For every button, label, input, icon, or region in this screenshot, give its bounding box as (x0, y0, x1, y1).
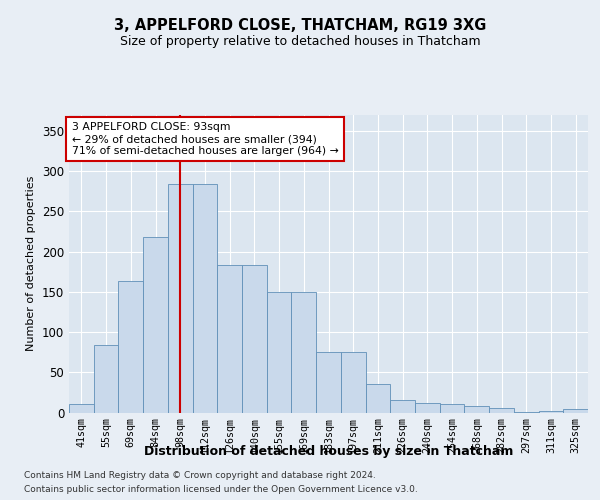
Bar (415, 403, 440, 412)
Bar (563, 410, 588, 412)
Bar (489, 408, 514, 412)
Bar (143, 237, 168, 412)
Bar (292, 292, 316, 412)
Bar (69, 404, 94, 412)
Text: Contains HM Land Registry data © Crown copyright and database right 2024.: Contains HM Land Registry data © Crown c… (24, 472, 376, 480)
Bar (539, 411, 563, 412)
Text: 3, APPELFORD CLOSE, THATCHAM, RG19 3XG: 3, APPELFORD CLOSE, THATCHAM, RG19 3XG (114, 18, 486, 34)
Bar (168, 184, 193, 412)
Bar (242, 266, 267, 412)
Bar (341, 352, 365, 412)
Bar (193, 184, 217, 412)
Bar (365, 384, 390, 412)
Bar (94, 345, 118, 412)
Bar (464, 406, 489, 412)
Bar (267, 292, 292, 412)
Bar (390, 400, 415, 412)
Text: Contains public sector information licensed under the Open Government Licence v3: Contains public sector information licen… (24, 484, 418, 494)
Y-axis label: Number of detached properties: Number of detached properties (26, 176, 37, 352)
Text: Size of property relative to detached houses in Thatcham: Size of property relative to detached ho… (119, 34, 481, 48)
Text: Distribution of detached houses by size in Thatcham: Distribution of detached houses by size … (144, 444, 514, 458)
Bar (316, 352, 341, 412)
Bar (217, 266, 242, 412)
Bar (118, 280, 143, 412)
Text: 3 APPELFORD CLOSE: 93sqm
← 29% of detached houses are smaller (394)
71% of semi-: 3 APPELFORD CLOSE: 93sqm ← 29% of detach… (71, 122, 338, 156)
Bar (440, 404, 464, 412)
